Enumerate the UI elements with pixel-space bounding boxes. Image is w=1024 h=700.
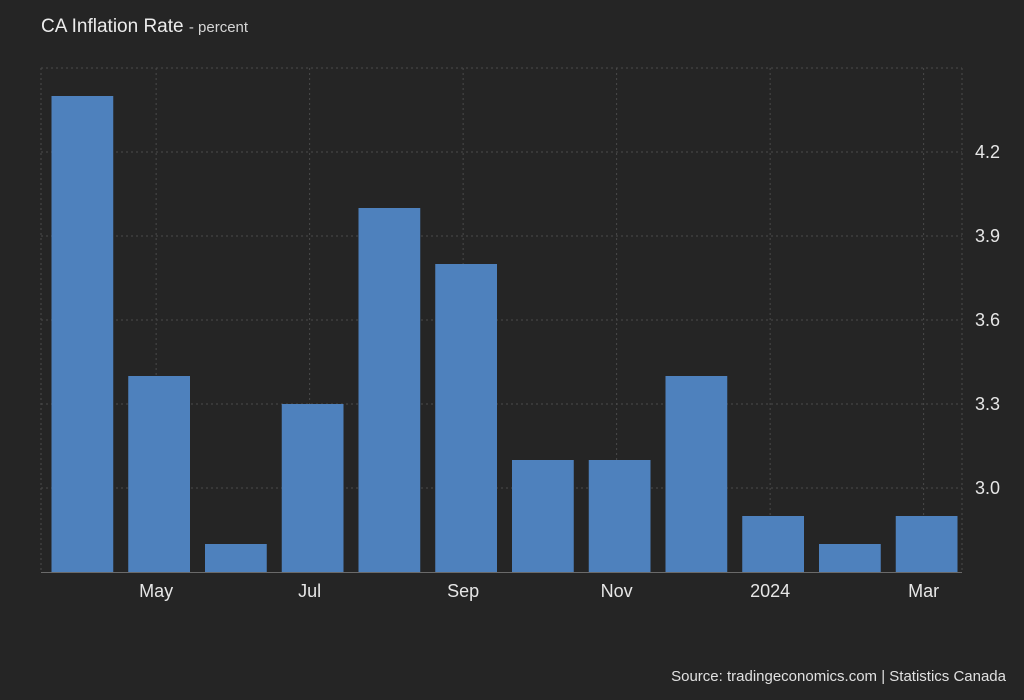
chart-title-text: CA Inflation Rate [41,16,184,37]
bar-aug-2023 [358,208,421,572]
bar-jun-2023 [205,544,267,572]
bar-sep-2023 [435,264,497,572]
chart-unit-label: - percent [188,19,249,36]
x-tick-label: May [139,581,173,601]
x-tick-label: Jul [298,581,321,601]
chart-title: CA Inflation Rate - percent [41,16,248,38]
bar-jul-2023 [281,404,344,572]
bar-may-2023 [128,376,190,572]
y-axis-labels: 3.0 3.3 3.6 3.9 4.2 [975,142,1000,498]
bar-feb-2024 [819,544,881,572]
y-tick-label: 3.3 [975,394,1000,414]
source-credit: Source: tradingeconomics.com | Statistic… [671,668,1006,685]
y-tick-label: 3.9 [975,226,1000,246]
bar-jan-2024 [742,516,804,572]
bar-chart: May Jul Sep Nov 2024 Mar 3.0 3.3 3.6 3.9 4.2 [40,67,1000,601]
y-tick-label: 4.2 [975,142,1000,162]
x-tick-label: Mar [908,581,939,601]
bar-mar-2024 [895,516,958,572]
x-tick-label: Sep [447,581,479,601]
bar-apr-2023 [51,96,114,572]
y-tick-label: 3.0 [975,478,1000,498]
bar-oct-2023 [512,460,574,572]
bar-nov-2023 [588,460,651,572]
x-axis-labels: May Jul Sep Nov 2024 Mar [139,581,939,601]
x-tick-label: 2024 [750,581,790,601]
bar-dec-2023 [665,376,728,572]
bar-series [51,96,958,572]
y-tick-label: 3.6 [975,310,1000,330]
x-tick-label: Nov [601,581,633,601]
